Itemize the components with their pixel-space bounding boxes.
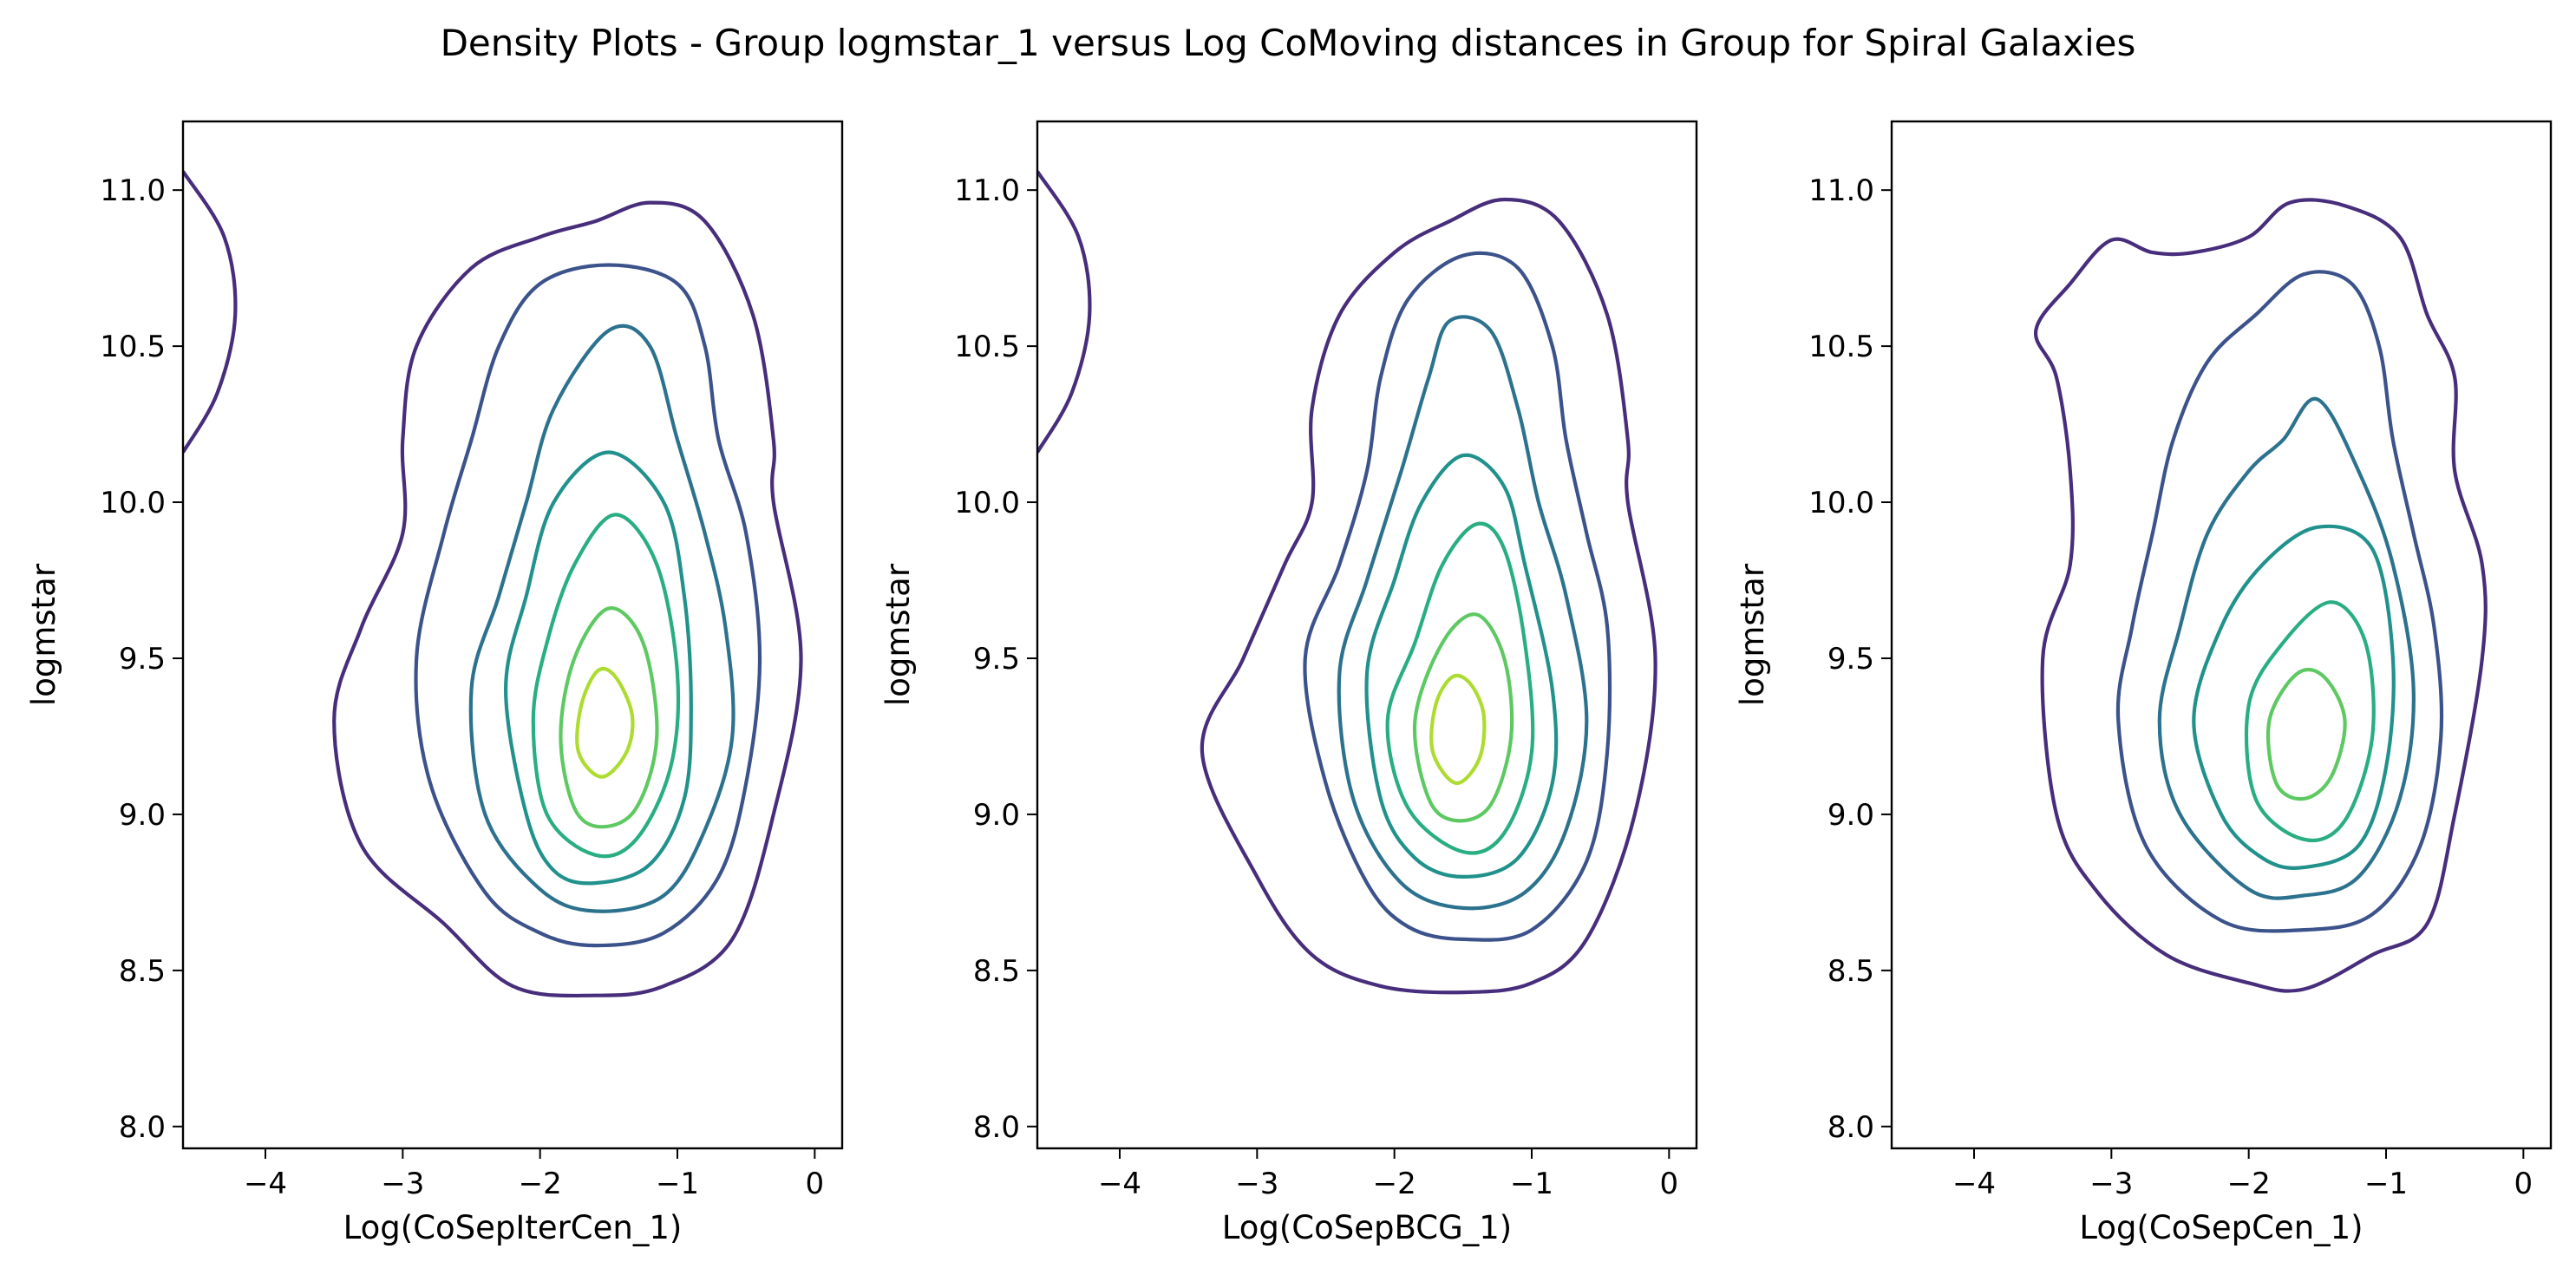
y-tick-label: 9.5: [973, 642, 1020, 677]
contour-level-5-5: [1385, 521, 1535, 855]
subplot-3: −4 −3 −2 −1 0 8.0 8.5 9.0 9.5 10.0 10.5 11.0 Log(CoS…: [1734, 120, 2553, 1246]
contour-level-4-3: [2192, 524, 2396, 870]
subplot-2: −4 −3 −2 −1 0 8.0 8.5 9.0 9.5 10.0 10.5 11.0 Log(CoS…: [879, 120, 1698, 1246]
x-tick-label: −3: [381, 1167, 424, 1201]
axes-frame: [1890, 120, 2553, 1150]
contour-level-5-4: [2244, 600, 2376, 842]
contour-lines: [1037, 170, 1657, 995]
contour-level-1-0: [332, 200, 803, 998]
y-tick-label: 9.5: [119, 642, 166, 677]
x-tick-label: −3: [2089, 1167, 2133, 1201]
x-axis-label: Log(CoSepBCG_1): [1222, 1209, 1512, 1246]
x-tick-label: −4: [1098, 1167, 1141, 1201]
contour-level-6-6: [1412, 612, 1514, 823]
x-axis-label: Log(CoSepIterCen_1): [343, 1209, 683, 1246]
contour-lines: [183, 170, 803, 998]
y-tick-label: 8.0: [973, 1110, 1020, 1145]
y-tick-label: 11.0: [1808, 173, 1874, 208]
contour-level-3-2: [2157, 396, 2416, 900]
contour-level-7-7: [575, 666, 635, 779]
y-tick-label: 11.0: [954, 173, 1020, 208]
y-tick-label: 10.5: [100, 330, 166, 364]
y-tick-label: 10.0: [100, 486, 166, 520]
y-tick-label: 10.5: [1808, 330, 1874, 364]
contour-level-1-0: [1200, 197, 1657, 995]
y-axis-label: logmstar: [25, 563, 62, 706]
y-axis-label: logmstar: [1734, 563, 1771, 706]
subplots: −4 −3 −2 −1 0 8.0 8.5 9.0 9.5 10.0 10.5 11.0 Log(CoS…: [25, 120, 2553, 1246]
contour-level-7-7: [1429, 673, 1487, 785]
y-tick-label: 9.0: [1827, 798, 1874, 833]
contour-level-1-0: [2034, 198, 2488, 993]
y-tick-label: 8.5: [1827, 954, 1874, 989]
x-tick-label: 0: [1660, 1167, 1679, 1201]
axes-frame: [181, 120, 844, 1150]
contour-level-2-2: [414, 263, 762, 948]
contour-level-4-4: [1364, 453, 1559, 879]
axes-frame: [1036, 120, 1698, 1150]
x-tick-label: 0: [2514, 1167, 2534, 1201]
y-tick-label: 8.0: [119, 1110, 166, 1145]
x-tick-label: 0: [806, 1167, 825, 1201]
x-tick-label: −4: [244, 1167, 287, 1201]
x-tick-label: −1: [1510, 1167, 1553, 1201]
x-tick-label: −1: [2364, 1167, 2408, 1201]
contour-level-2-1: [2115, 270, 2444, 933]
contour-level-5-5: [531, 513, 681, 859]
contour-level-6-6: [559, 606, 659, 829]
y-tick-label: 8.5: [973, 954, 1020, 989]
x-tick-label: −2: [1373, 1167, 1416, 1201]
x-tick-label: −2: [2227, 1167, 2271, 1201]
y-tick-label: 10.5: [954, 330, 1020, 364]
contour-level-3-3: [1337, 315, 1589, 911]
x-axis-label: Log(CoSepCen_1): [2079, 1209, 2363, 1246]
y-tick-label: 9.0: [119, 798, 166, 833]
contour-level-1-1: [183, 170, 238, 454]
y-tick-label: 9.0: [973, 798, 1020, 833]
contour-level-4-4: [504, 450, 693, 886]
y-tick-label: 10.0: [1808, 486, 1874, 520]
contour-level-1-1: [1037, 170, 1092, 454]
contour-level-2-2: [1303, 251, 1612, 942]
y-tick-label: 8.5: [119, 954, 166, 989]
subplot-1: −4 −3 −2 −1 0 8.0 8.5 9.0 9.5 10.0 10.5 11.0 Log(CoS…: [25, 120, 844, 1246]
y-tick-label: 10.0: [954, 486, 1020, 520]
y-tick-label: 9.5: [1827, 642, 1874, 677]
contour-level-3-3: [468, 324, 736, 913]
y-axis-label: logmstar: [879, 563, 917, 706]
contour-lines: [2034, 198, 2488, 993]
x-tick-label: −2: [519, 1167, 562, 1201]
contour-level-6-5: [2265, 667, 2347, 801]
y-tick-label: 11.0: [100, 173, 166, 208]
figure-title: Density Plots - Group logmstar_1 versus …: [441, 22, 2136, 64]
y-tick-label: 8.0: [1827, 1110, 1874, 1145]
x-tick-label: −4: [1952, 1167, 1996, 1201]
x-tick-label: −3: [1235, 1167, 1278, 1201]
x-tick-label: −1: [656, 1167, 699, 1201]
